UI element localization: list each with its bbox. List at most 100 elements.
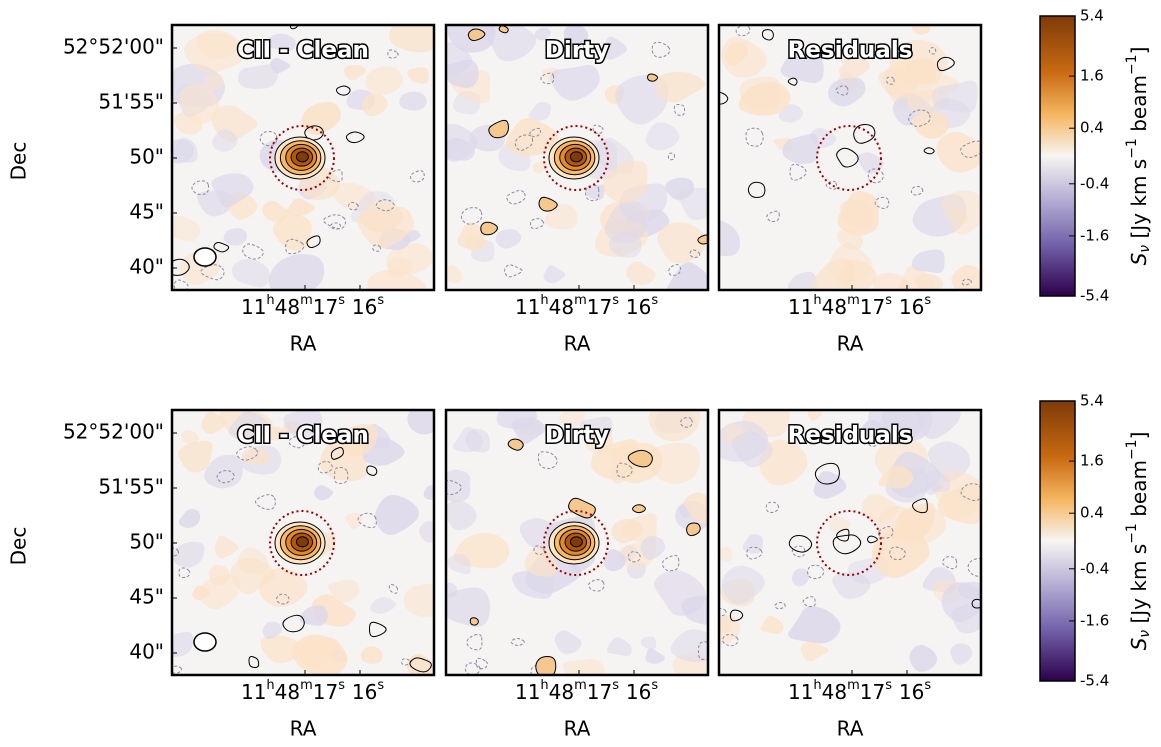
noise-blob xyxy=(550,65,600,101)
noise-blob xyxy=(528,101,551,121)
neg-contour xyxy=(276,593,290,605)
noise-blob xyxy=(654,570,706,616)
neg-contour xyxy=(533,545,545,555)
colorbar-tick-label: -5.4 xyxy=(1080,287,1109,305)
noise-blob xyxy=(873,272,911,290)
x-tick-part: 11 xyxy=(788,680,813,704)
neg-contour xyxy=(388,584,399,594)
neg-contour xyxy=(585,184,600,202)
noise-blob xyxy=(563,25,589,47)
colorbar-label-part: S xyxy=(1127,637,1151,650)
noise-blob xyxy=(447,554,471,575)
neg-contour xyxy=(259,130,278,147)
x-tick-part: 17 xyxy=(313,680,338,704)
x-tick-part: 48 xyxy=(822,295,847,319)
noise-blob xyxy=(343,64,366,81)
y-tick-label: 50" xyxy=(129,530,164,554)
noise-blob xyxy=(640,536,666,560)
noise-blob xyxy=(230,557,277,595)
map-panel xyxy=(444,408,710,677)
x-tick-part: h xyxy=(266,293,274,308)
noise-blob xyxy=(780,49,824,83)
noise-blob xyxy=(262,621,283,640)
x-tick-label: 11h48m17s xyxy=(788,678,892,704)
neg-contour xyxy=(216,470,235,484)
neg-contour xyxy=(960,483,981,502)
neg-contour xyxy=(689,249,701,259)
neg-contour xyxy=(514,134,534,151)
neg-contour xyxy=(807,564,825,580)
noise-blob xyxy=(389,25,434,53)
neg-contour xyxy=(375,199,395,212)
neg-contour xyxy=(942,556,958,570)
map-image xyxy=(172,410,434,675)
noise-blob xyxy=(178,509,201,529)
neg-contour xyxy=(464,662,481,675)
noise-blob xyxy=(861,493,898,523)
noise-blob xyxy=(655,71,706,103)
pos-contour xyxy=(729,609,744,622)
x-tick-part: 17 xyxy=(860,680,885,704)
noise-blob xyxy=(446,587,491,627)
neg-contour xyxy=(540,72,555,85)
colorbar-label: Sν [Jy km s−1 beam−1] xyxy=(1124,432,1153,651)
noise-blob xyxy=(361,93,388,117)
noise-blob xyxy=(807,410,822,421)
neg-contour xyxy=(178,567,191,579)
neg-contour xyxy=(242,243,264,260)
pos-contour xyxy=(853,123,876,144)
noise-blob xyxy=(791,568,809,587)
noise-blob xyxy=(788,271,817,290)
x-tick-part: 16 xyxy=(352,680,377,704)
noise-blob xyxy=(446,469,471,503)
noise-blob xyxy=(912,194,967,237)
noise-blob xyxy=(941,581,981,623)
x-tick-part: 16 xyxy=(899,295,924,319)
noise-blob xyxy=(292,634,348,675)
noise-blob xyxy=(192,585,210,600)
x-tick-part: 17 xyxy=(313,295,338,319)
neg-contour xyxy=(285,238,305,255)
noise-blob xyxy=(387,256,413,278)
x-tick-label: 11h48m17s xyxy=(515,678,619,704)
noise-blob xyxy=(609,231,642,258)
x-tick-part: m xyxy=(574,293,587,308)
y-tick-label: 50" xyxy=(129,145,164,169)
colorbar-label-part: ν xyxy=(1137,630,1153,638)
x-tick-part: h xyxy=(540,678,548,693)
noise-blob xyxy=(367,269,427,290)
neg-contour xyxy=(323,214,347,230)
y-axis-label: Dec xyxy=(7,142,31,181)
noise-blob xyxy=(788,606,841,644)
neg-contour xyxy=(400,658,411,666)
colorbar-label-part: −1 xyxy=(1124,54,1140,75)
panel-title: CII - Clean xyxy=(237,38,369,64)
x-tick-part: s xyxy=(612,293,619,308)
noise-blob xyxy=(924,481,943,496)
x-tick-part: s xyxy=(612,678,619,693)
pos-contour xyxy=(289,25,299,30)
noise-blob xyxy=(936,132,981,173)
neg-contour xyxy=(537,451,558,470)
neg-contour xyxy=(409,170,425,183)
pos-contour xyxy=(747,181,766,198)
noise-blob xyxy=(375,495,420,535)
neg-contour xyxy=(697,641,708,661)
neg-contour xyxy=(680,416,693,428)
colorbar-label-part: −1 xyxy=(1124,439,1140,460)
map-image xyxy=(719,410,981,675)
noise-blob xyxy=(407,410,434,435)
neg-contour xyxy=(510,638,525,647)
x-tick-part: h xyxy=(266,678,274,693)
neg-contour xyxy=(460,207,483,225)
noise-blob xyxy=(559,410,585,427)
neg-contour xyxy=(372,244,382,252)
noise-blob xyxy=(602,160,648,203)
x-tick-part: 17 xyxy=(587,295,612,319)
neg-contour xyxy=(651,41,671,58)
x-tick-part: s xyxy=(924,678,931,693)
noise-blob xyxy=(739,76,781,109)
noise-blob xyxy=(534,27,551,41)
neg-contour xyxy=(722,633,739,647)
noise-blob xyxy=(260,635,303,664)
